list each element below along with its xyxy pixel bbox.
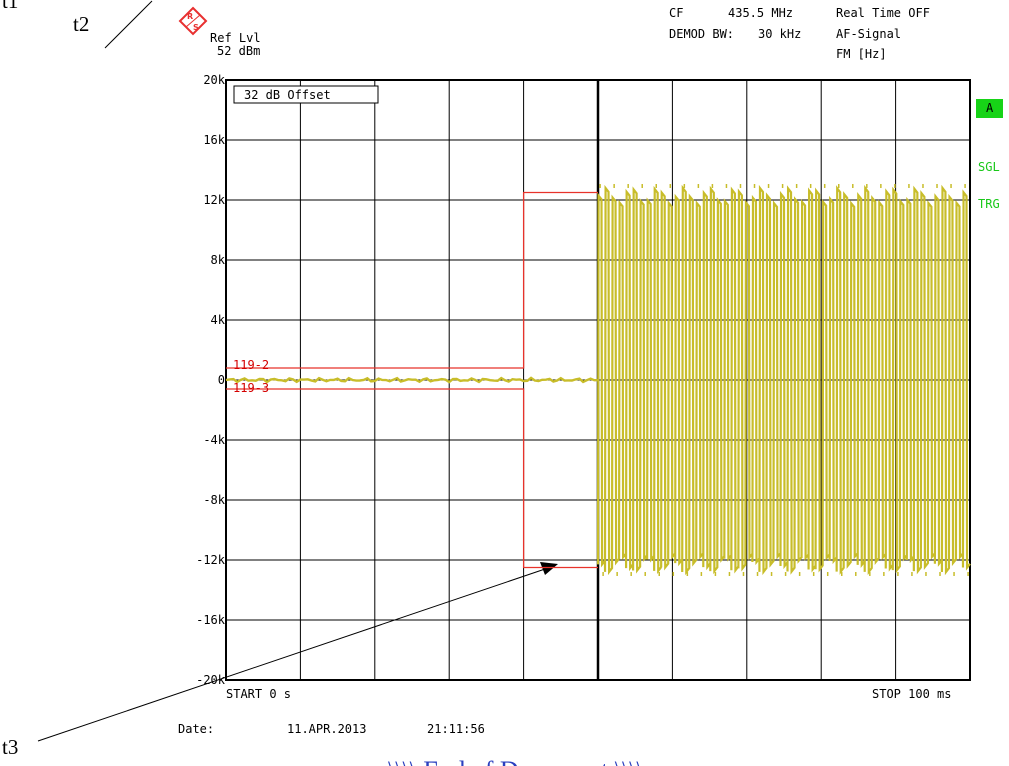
cf-value: 435.5 MHz [728, 6, 793, 20]
limit-line-119-3 [226, 388, 598, 569]
trace-a-indicator: A [986, 101, 994, 115]
stop-label: STOP 100 ms [872, 687, 951, 701]
annotation-t2: t2 [73, 12, 89, 36]
offset-label: 32 dB Offset [244, 88, 331, 102]
annotation-t3-arrowhead [540, 562, 558, 575]
y-tick-label: -8k [203, 493, 225, 507]
y-tick-label: -4k [203, 433, 225, 447]
rs-logo-icon: R S [178, 6, 208, 36]
date-label: Date: [178, 722, 214, 736]
trace-flat-segment [225, 376, 599, 384]
realtime-status: Real Time OFF [836, 6, 930, 20]
trg-indicator: TRG [978, 197, 1000, 211]
time-value: 21:11:56 [427, 722, 485, 736]
start-label: START 0 s [226, 687, 291, 701]
limit-upper-label: 119-2 [233, 358, 269, 372]
sgl-indicator: SGL [978, 160, 1000, 174]
limit-lower-label: 119-3 [233, 381, 269, 395]
y-tick-label: 12k [203, 193, 225, 207]
demod-bw-value: 30 kHz [758, 27, 801, 41]
y-tick-label: 4k [211, 313, 226, 327]
annotation-t1: t1 [2, 0, 18, 13]
fm-unit-label: FM [Hz] [836, 47, 887, 61]
end-of-document-caption: \\\\ End of Document \\\\ [388, 756, 644, 766]
limit-lines [226, 191, 598, 569]
trace-a-indicator-box [976, 99, 1003, 118]
limit-line-119-2 [226, 191, 598, 369]
ref-lvl-value: 52 dBm [217, 44, 260, 58]
y-tick-label: 0 [218, 373, 225, 387]
fm-trace [225, 184, 971, 576]
offset-box [233, 85, 379, 104]
af-signal-label: AF-Signal [836, 27, 901, 41]
svg-text:R: R [187, 12, 193, 21]
y-tick-label: 8k [211, 253, 226, 267]
svg-text:S: S [193, 23, 199, 32]
y-axis-ticks: 20k 16k 12k 8k 4k 0 -4k -8k -12k -16k -20k [196, 73, 226, 687]
y-tick-label: 16k [203, 133, 225, 147]
annotation-t3-arrow-line [37, 567, 549, 742]
y-tick-label: -20k [196, 673, 226, 687]
y-tick-label: 20k [203, 73, 225, 87]
ref-lvl-label: Ref Lvl [210, 31, 261, 45]
annotation-t2-line [104, 0, 153, 49]
date-value: 11.APR.2013 [287, 722, 366, 736]
annotation-t3: t3 [2, 735, 18, 759]
y-tick-label: -16k [196, 613, 226, 627]
trace-oscillation-segment [596, 184, 971, 576]
demod-bw-label: DEMOD BW: [669, 27, 734, 41]
y-tick-label: -12k [196, 553, 226, 567]
cf-label: CF [669, 6, 683, 20]
